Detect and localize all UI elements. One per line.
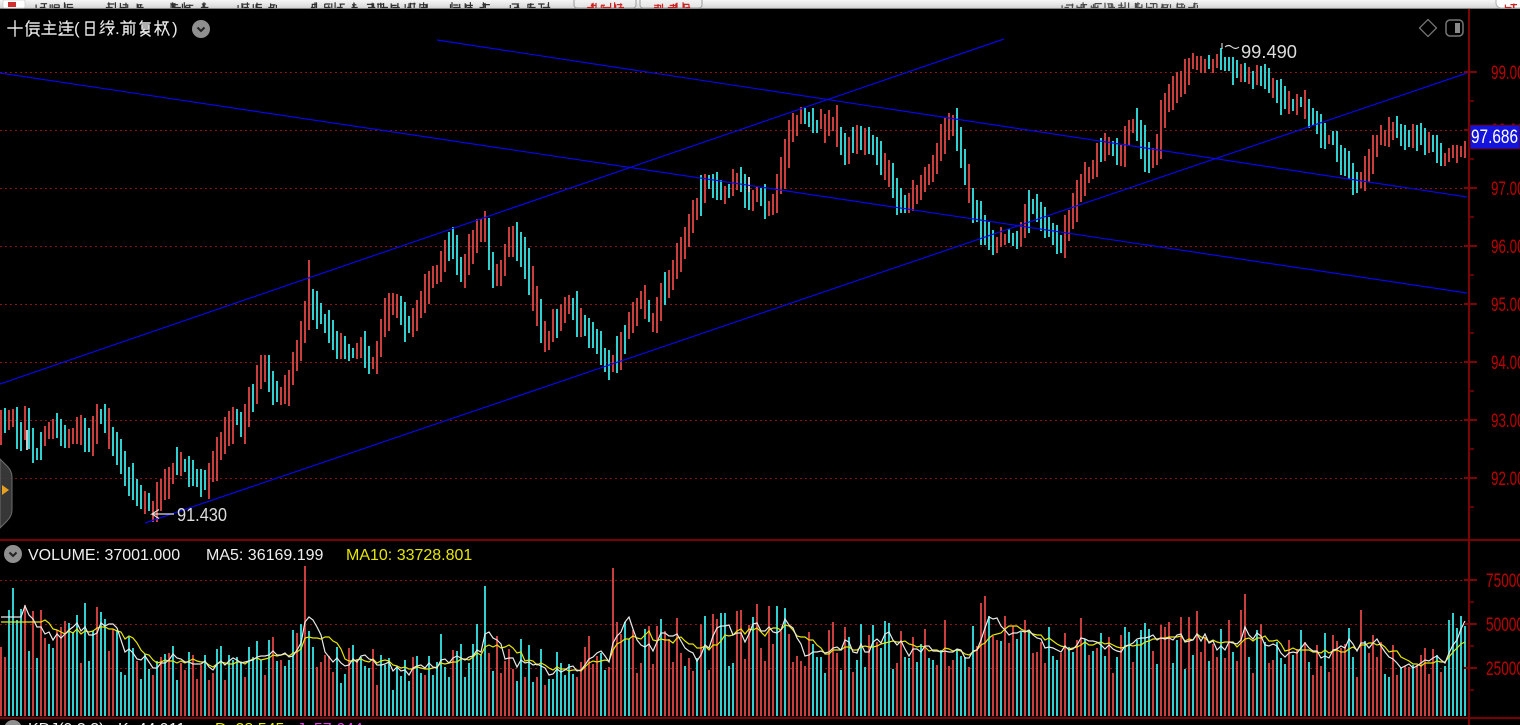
svg-text:K: 44.911: K: 44.911 [118,721,185,725]
svg-text:93.000: 93.000 [1491,411,1520,432]
svg-text:KDJ(9,3,3): KDJ(9,3,3) [28,721,104,725]
svg-text:94.000: 94.000 [1491,353,1520,374]
svg-text:91.430: 91.430 [177,505,227,525]
svg-text:97.686: 97.686 [1471,127,1518,148]
svg-text:): ) [172,19,178,38]
svg-text:99.490: 99.490 [1241,42,1297,62]
svg-text:MA5: 36169.199: MA5: 36169.199 [206,547,324,564]
svg-text:50000: 50000 [1486,615,1520,636]
svg-text:97.000: 97.000 [1491,179,1520,200]
svg-text:99.000: 99.000 [1491,63,1520,84]
svg-text:75000: 75000 [1486,571,1520,592]
svg-text:VOLUME: 37001.000: VOLUME: 37001.000 [28,547,180,564]
svg-text:D: 38.545: D: 38.545 [215,721,284,725]
svg-text:96.000: 96.000 [1491,237,1520,258]
svg-text:(: ( [74,19,80,38]
svg-text:J: 57.644: J: 57.644 [297,721,363,725]
svg-text:92.000: 92.000 [1491,469,1520,490]
svg-text:.: . [115,19,120,38]
svg-text:MA10: 33728.801: MA10: 33728.801 [346,547,472,564]
svg-text:95.000: 95.000 [1491,295,1520,316]
svg-text:25000: 25000 [1486,659,1520,680]
